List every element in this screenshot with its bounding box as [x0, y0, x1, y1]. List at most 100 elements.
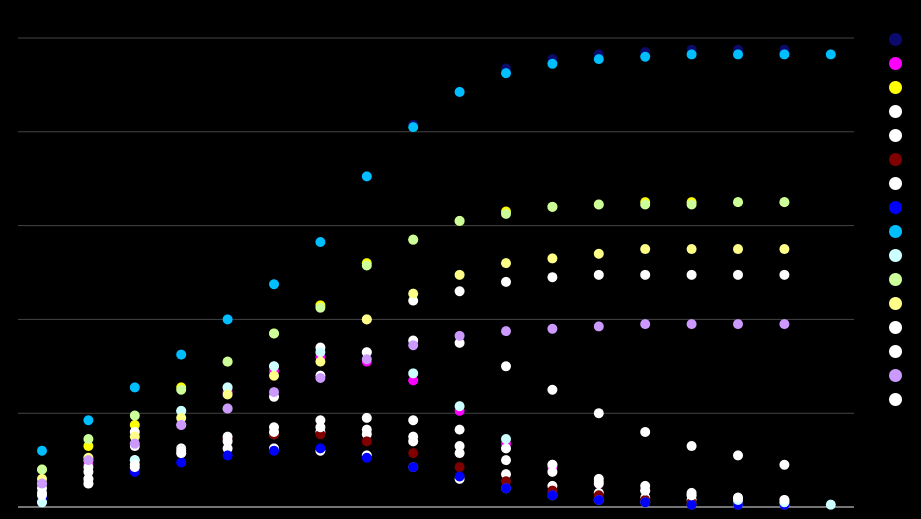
data-point: [501, 326, 511, 337]
data-point: [129, 438, 140, 449]
data-point: [501, 469, 511, 480]
data-point: [454, 441, 465, 452]
legend-item-13: [886, 318, 910, 342]
data-point: [129, 419, 140, 430]
data-point: [269, 426, 279, 437]
data-point: [315, 429, 326, 440]
data-point: [779, 319, 790, 330]
data-point: [640, 497, 651, 508]
data-point: [825, 499, 836, 510]
data-point: [361, 171, 372, 182]
data-point: [83, 478, 94, 489]
legend-marker: [889, 393, 902, 406]
data-point: [361, 424, 372, 435]
data-point: [454, 401, 465, 412]
data-points: [37, 44, 836, 510]
legend-item-12: [886, 294, 910, 318]
data-point: [83, 433, 94, 444]
data-point: [547, 253, 558, 264]
data-point: [733, 319, 743, 330]
data-point: [408, 415, 419, 426]
legend-marker: [889, 201, 902, 214]
legend-marker: [889, 321, 902, 334]
legend-marker: [889, 105, 902, 118]
data-point: [361, 347, 372, 358]
data-point: [501, 276, 511, 287]
data-point: [37, 490, 47, 501]
data-point: [83, 415, 94, 426]
legend-item-4: [886, 102, 910, 126]
legend-item-1: [886, 30, 910, 54]
legend-item-11: [886, 270, 910, 294]
data-point: [315, 443, 326, 454]
data-point: [222, 403, 233, 414]
data-point: [37, 464, 47, 475]
legend-item-15: [886, 366, 910, 390]
legend-marker: [889, 345, 902, 358]
data-point: [733, 49, 743, 60]
data-point: [269, 279, 279, 290]
data-point: [37, 478, 47, 489]
data-point: [361, 354, 372, 365]
legend-marker: [889, 57, 902, 70]
series-15: [37, 319, 790, 489]
legend-item-7: [886, 174, 910, 198]
gridlines: [18, 37, 854, 508]
data-point: [408, 122, 419, 133]
data-point: [547, 272, 558, 283]
data-point: [501, 68, 511, 79]
data-point: [176, 349, 187, 360]
data-point: [501, 476, 511, 487]
legend-item-3: [886, 78, 910, 102]
data-point: [733, 269, 743, 280]
legend-item-9: [886, 222, 910, 246]
legend-marker: [889, 81, 902, 94]
data-point: [686, 49, 697, 60]
legend-marker: [889, 177, 902, 190]
legend-marker: [889, 225, 902, 238]
data-point: [269, 328, 279, 339]
data-point: [408, 340, 419, 351]
data-point: [361, 314, 372, 325]
data-point: [733, 492, 743, 503]
data-point: [454, 424, 465, 435]
data-point: [547, 323, 558, 334]
data-point: [454, 86, 465, 97]
data-point: [593, 494, 604, 505]
data-point: [269, 387, 279, 398]
data-point: [454, 471, 465, 482]
series-9: [37, 49, 836, 456]
data-point: [686, 499, 697, 510]
data-point: [501, 258, 511, 269]
data-point: [640, 244, 651, 255]
data-point: [454, 337, 465, 348]
data-point: [593, 248, 604, 259]
data-point: [176, 384, 187, 395]
data-point: [501, 443, 511, 454]
data-point: [408, 462, 419, 473]
data-point: [686, 319, 697, 330]
data-point: [129, 410, 140, 421]
data-point: [222, 436, 233, 447]
data-point: [176, 405, 187, 416]
data-point: [547, 466, 558, 477]
data-point: [408, 234, 419, 245]
data-point: [408, 431, 419, 442]
legend-item-14: [886, 342, 910, 366]
data-point: [315, 422, 326, 433]
data-point: [501, 455, 511, 466]
data-point: [361, 260, 372, 271]
data-point: [83, 455, 94, 466]
legend-item-2: [886, 54, 910, 78]
data-point: [408, 295, 419, 306]
series-16: [37, 422, 790, 505]
data-point: [547, 58, 558, 69]
data-point: [640, 485, 651, 496]
data-point: [176, 412, 187, 423]
data-point: [454, 330, 465, 341]
data-point: [501, 483, 511, 494]
data-point: [501, 361, 511, 372]
data-point: [176, 419, 187, 430]
legend-item-8: [886, 198, 910, 222]
legend: [886, 30, 910, 414]
